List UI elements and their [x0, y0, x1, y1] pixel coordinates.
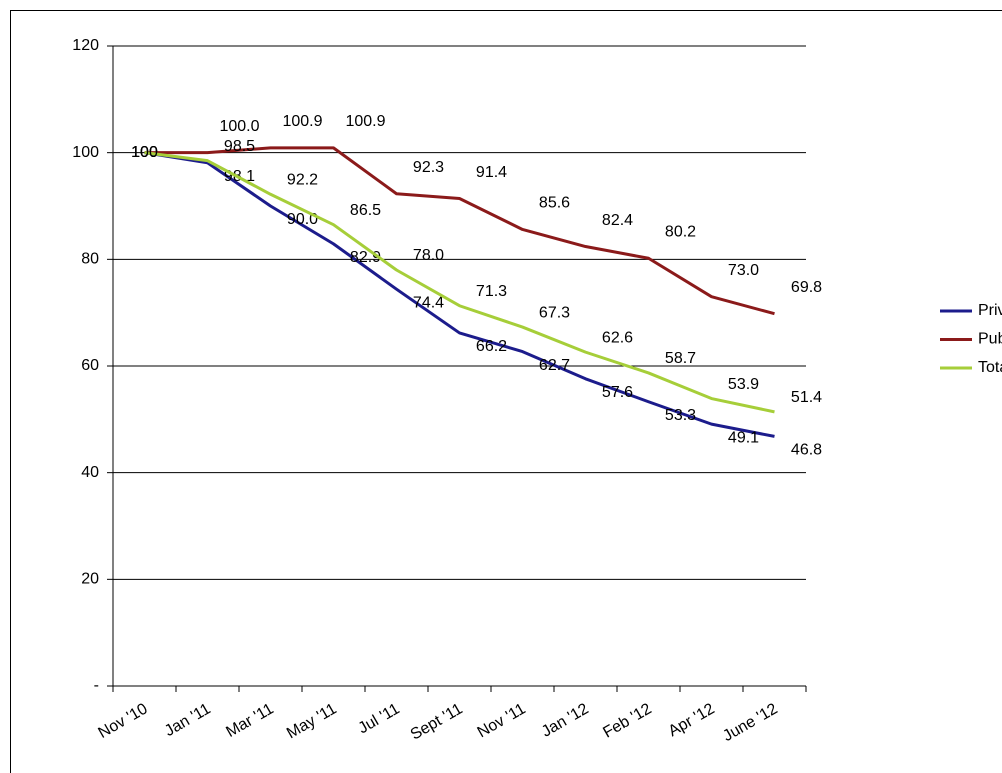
data-label: 80.2 [665, 223, 696, 240]
y-tick-label: - [94, 677, 99, 694]
data-label: 62.7 [539, 357, 570, 374]
x-tick-label: May '11 [284, 700, 340, 742]
data-label: 100.9 [345, 113, 385, 130]
data-label: 58.7 [665, 350, 696, 367]
data-label: 91.4 [476, 164, 507, 181]
x-tick-label: Jan '12 [539, 700, 592, 740]
data-label: 82.9 [350, 249, 381, 266]
y-tick-label: 80 [81, 251, 99, 268]
x-tick-label: June '12 [720, 700, 781, 745]
data-label: 74.4 [413, 294, 444, 311]
data-label: 78.0 [413, 247, 444, 264]
data-label: 100 [131, 144, 158, 161]
data-label: 51.4 [791, 389, 822, 406]
data-label: 46.8 [791, 442, 822, 459]
y-tick-label: 20 [81, 571, 99, 588]
data-label: 53.3 [665, 407, 696, 424]
data-label: 73.0 [728, 262, 759, 279]
series-line [144, 151, 775, 414]
series-line [144, 151, 775, 438]
legend-label: Public [978, 331, 1002, 348]
data-label: 62.6 [602, 329, 633, 346]
data-label: 69.8 [791, 279, 822, 296]
data-label: 67.3 [539, 304, 570, 321]
data-label: 53.9 [728, 376, 759, 393]
x-tick-label: Apr '12 [666, 700, 718, 740]
data-label: 92.2 [287, 171, 318, 188]
data-label: 57.6 [602, 384, 633, 401]
chart-border [10, 10, 1002, 773]
data-label: 86.5 [350, 202, 381, 219]
y-tick-label: 100 [72, 144, 99, 161]
legend-label: Total [978, 359, 1002, 376]
x-tick-label: Sept '11 [408, 700, 466, 743]
series-line [144, 146, 775, 316]
x-tick-label: Jul '11 [356, 700, 403, 737]
data-label: 82.4 [602, 212, 633, 229]
y-tick-label: 120 [72, 37, 99, 54]
data-label: 100.9 [282, 113, 322, 130]
x-tick-label: Jan '11 [162, 700, 214, 740]
x-tick-label: Nov '10 [96, 700, 151, 742]
data-label: 66.2 [476, 338, 507, 355]
data-label: 98.5 [224, 138, 255, 155]
x-tick-label: Nov '11 [475, 700, 529, 741]
legend-label: Privé [978, 302, 1002, 319]
data-label: 100.0 [219, 118, 259, 135]
y-tick-label: 40 [81, 464, 99, 481]
y-tick-label: 60 [81, 357, 99, 374]
x-tick-label: Feb '12 [600, 700, 654, 741]
data-label: 71.3 [476, 283, 507, 300]
data-label: 90.0 [287, 211, 318, 228]
data-label: 85.6 [539, 195, 570, 212]
x-tick-label: Mar '11 [223, 700, 276, 741]
data-label: 49.1 [728, 429, 759, 446]
data-label: 92.3 [413, 159, 444, 176]
